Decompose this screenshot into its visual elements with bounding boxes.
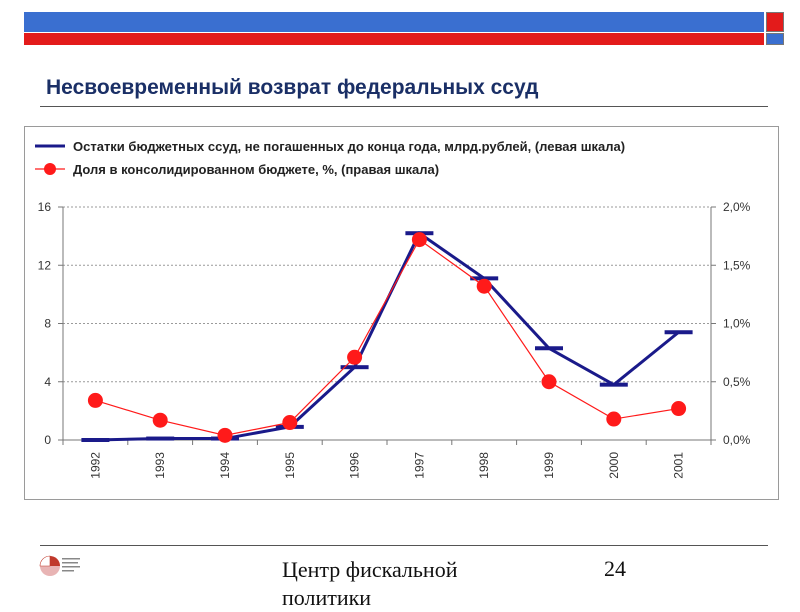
header-blue-bar [24, 12, 764, 32]
series-marker-balances [146, 436, 175, 441]
x-tick-label: 2001 [672, 452, 686, 479]
x-tick-label: 2000 [607, 452, 621, 479]
x-tick-label: 1995 [283, 452, 297, 479]
chart-frame: 0 4 8 12 16 0,0% 0,5% 1,0% 1,5% 2,0% 1992 1993 1994 1… [24, 126, 779, 500]
y-right-tick-label: 0,5% [723, 375, 751, 389]
legend-marker-share [44, 163, 56, 175]
y-left-tick-label: 12 [38, 258, 52, 272]
x-tick-label: 1999 [542, 452, 556, 479]
series-marker-share [541, 374, 557, 390]
page-number: 24 [604, 556, 626, 581]
legend-label-balances: Остатки бюджетных ссуд, не погашенных до… [73, 139, 625, 154]
title-divider [40, 106, 768, 107]
series-marker-share [411, 232, 427, 248]
footer-divider [40, 545, 768, 546]
series-marker-share [217, 427, 233, 443]
footer-organization: Центр фискальной политики [282, 556, 457, 612]
footer-line-2: политики [282, 585, 372, 610]
series-marker-share [282, 415, 298, 431]
y-left-tick-label: 0 [44, 433, 51, 447]
series-marker-share [152, 412, 168, 428]
header-red-bar [24, 33, 764, 45]
header-red-square [766, 12, 784, 32]
series-marker-share [347, 349, 363, 365]
legend-label-share: Доля в консолидированном бюджете, %, (пр… [73, 162, 439, 177]
series-marker-balances [470, 276, 499, 281]
x-tick-label: 1998 [477, 452, 491, 479]
y-right-tick-label: 2,0% [723, 200, 751, 214]
x-tick-label: 1994 [218, 452, 232, 479]
organization-logo [39, 555, 80, 576]
x-tick-label: 1996 [348, 452, 362, 479]
y-left-tick-label: 4 [44, 375, 51, 389]
series-marker-share [606, 411, 622, 427]
series-marker-share [87, 392, 103, 408]
y-left-tick-label: 8 [44, 317, 51, 331]
x-tick-label: 1992 [88, 452, 102, 479]
series-marker-balances [664, 330, 693, 335]
series-marker-share [671, 401, 687, 417]
x-tick-label: 1993 [153, 452, 167, 479]
x-tick-label: 1997 [412, 452, 426, 479]
series-line-balances [95, 230, 680, 442]
series-marker-share [476, 278, 492, 294]
slide-title: Несвоевременный возврат федеральных ссуд [46, 76, 539, 99]
y-right-tick-label: 1,0% [723, 317, 751, 331]
series-line-share [95, 238, 679, 436]
series-marker-balances [340, 365, 369, 370]
y-right-tick-label: 1,5% [723, 258, 751, 272]
footer-line-1: Центр фискальной [282, 557, 458, 582]
series-marker-balances [599, 382, 628, 387]
line-chart: 0 4 8 12 16 0,0% 0,5% 1,0% 1,5% 2,0% 1992 1993 1994 1… [35, 139, 751, 479]
series-marker-balances [81, 438, 110, 442]
series-marker-balances [535, 346, 563, 351]
y-left-tick-label: 16 [38, 200, 52, 214]
y-right-tick-label: 0,0% [723, 433, 751, 447]
header-blue-square [766, 33, 784, 45]
